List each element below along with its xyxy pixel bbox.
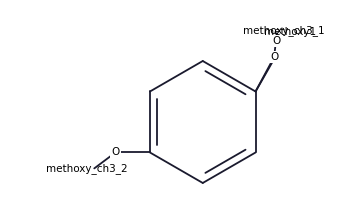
Text: O: O [111,147,119,158]
Text: methoxy_ch3_1: methoxy_ch3_1 [243,25,324,36]
Text: O: O [270,52,278,62]
Text: O: O [273,36,281,46]
Text: methoxy1: methoxy1 [264,27,316,37]
Text: methoxy_ch3_2: methoxy_ch3_2 [46,163,127,174]
